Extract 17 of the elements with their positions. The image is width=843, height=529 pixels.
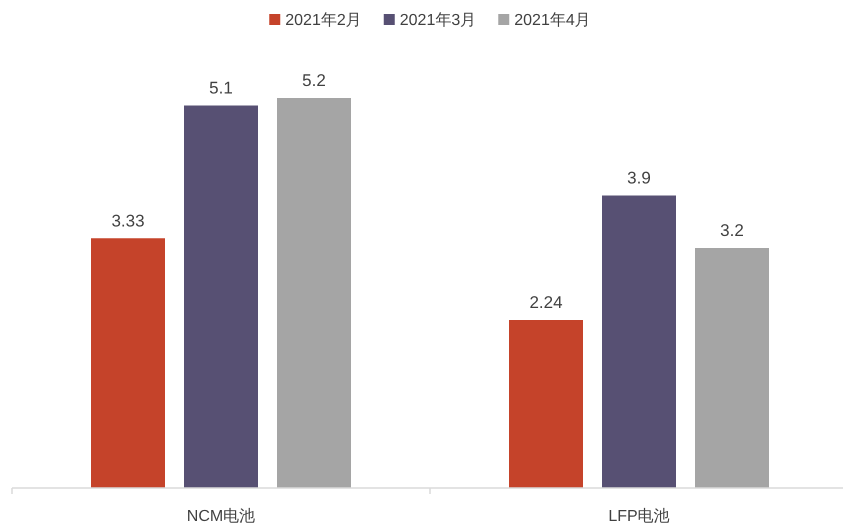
data-label: 3.9 xyxy=(627,168,651,188)
legend-label: 2021年4月 xyxy=(514,12,591,29)
data-label: 3.33 xyxy=(111,211,145,230)
bar xyxy=(277,98,351,488)
data-label: 2.24 xyxy=(529,293,563,312)
bar xyxy=(602,196,676,488)
bar xyxy=(695,248,769,488)
data-label: 5.1 xyxy=(209,78,233,98)
legend-label: 2021年3月 xyxy=(400,12,476,29)
x-tick-label: NCM电池 xyxy=(186,507,256,525)
data-label: 3.2 xyxy=(720,221,744,240)
x-tick-label: LFP电池 xyxy=(608,507,670,525)
bar xyxy=(184,106,258,488)
bar xyxy=(91,238,165,488)
bar xyxy=(509,320,583,488)
legend-label: 2021年2月 xyxy=(285,12,362,29)
data-label: 5.2 xyxy=(302,71,326,90)
